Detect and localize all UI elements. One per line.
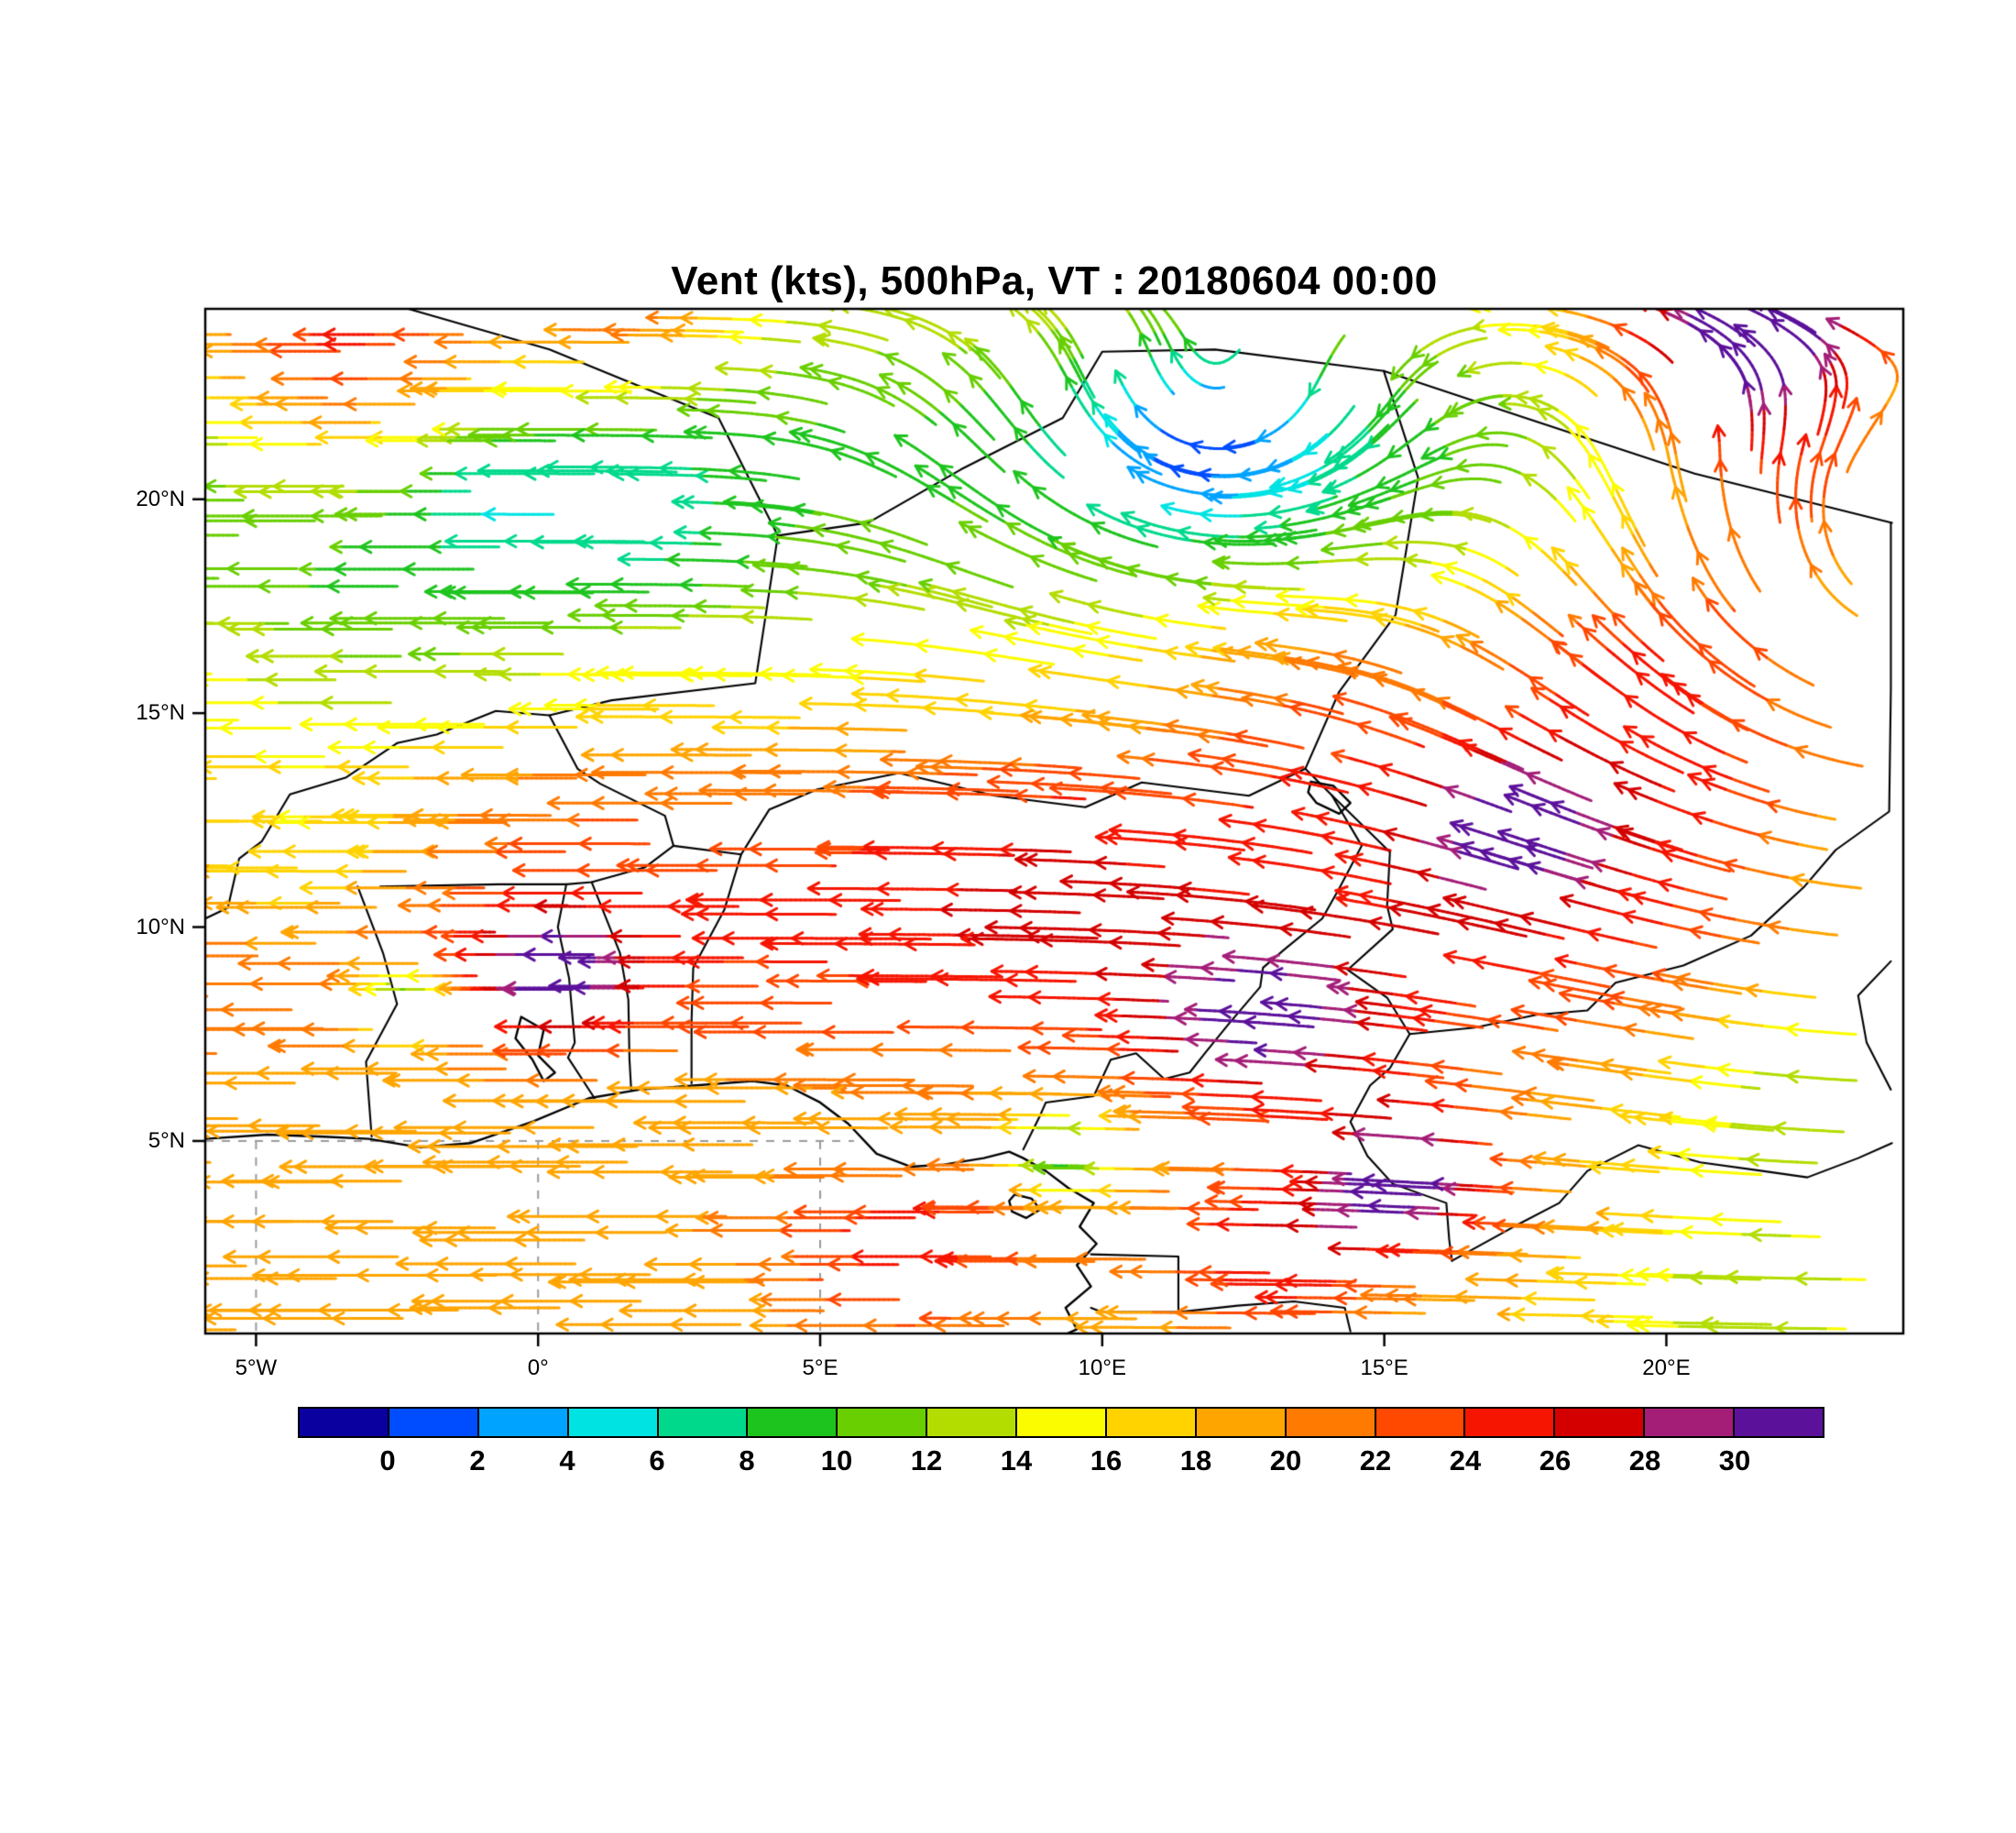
y-axis-tick-label: 10°N	[136, 914, 185, 939]
colorbar-box	[389, 1409, 479, 1436]
colorbar-tick-label: 8	[739, 1444, 755, 1476]
colorbar-box	[568, 1409, 659, 1436]
colorbar-box	[1465, 1409, 1556, 1436]
x-axis-tick-label: 10°E	[1078, 1356, 1126, 1380]
colorbar-tick-label: 30	[1718, 1444, 1751, 1476]
colorbar-box	[1017, 1409, 1107, 1436]
x-axis-tick-label: 5°W	[235, 1356, 278, 1380]
colorbar-box	[300, 1409, 389, 1436]
colorbar-box	[1735, 1409, 1823, 1436]
y-axis-tick-label: 20°N	[136, 486, 185, 511]
colorbar-tick-label: 24	[1449, 1444, 1482, 1476]
colorbar-tick-labels: 0 2 4 6 8 10 12 14 16 18 20 22 24 26 28 30	[298, 1444, 1824, 1481]
colorbar-box	[838, 1409, 928, 1436]
colorbar-box	[658, 1409, 749, 1436]
colorbar-box	[1375, 1409, 1466, 1436]
colorbar-box	[1106, 1409, 1197, 1436]
colorbar-box	[1645, 1409, 1735, 1436]
colorbar-tick-label: 26	[1539, 1444, 1572, 1476]
y-axis-tick-label: 15°N	[136, 700, 185, 726]
colorbar-box	[1196, 1409, 1287, 1436]
colorbar-tick-label: 28	[1628, 1444, 1661, 1476]
colorbar-tick-label: 6	[649, 1444, 665, 1476]
colorbar-tick-label: 12	[910, 1444, 943, 1476]
x-axis-tick-label: 20°E	[1642, 1356, 1691, 1380]
colorbar-tick-label: 14	[1000, 1444, 1033, 1476]
colorbar-tick-label: 22	[1359, 1444, 1392, 1476]
colorbar-tick-label: 10	[820, 1444, 853, 1476]
colorbar	[298, 1407, 1824, 1438]
colorbar-box	[478, 1409, 569, 1436]
colorbar-tick-label: 2	[469, 1444, 486, 1476]
colorbar-box	[927, 1409, 1017, 1436]
colorbar-tick-label: 4	[559, 1444, 575, 1476]
colorbar-tick-label: 20	[1269, 1444, 1302, 1476]
colorbar-box	[748, 1409, 838, 1436]
y-axis-tick-label: 5°N	[148, 1127, 185, 1153]
colorbar-box	[1555, 1409, 1646, 1436]
colorbar-box	[1286, 1409, 1376, 1436]
x-axis-tick-label: 5°E	[802, 1356, 838, 1380]
colorbar-tick-label: 18	[1179, 1444, 1212, 1476]
colorbar-tick-label: 16	[1090, 1444, 1123, 1476]
colorbar-tick-label: 0	[379, 1444, 396, 1476]
x-axis-tick-label: 15°E	[1360, 1356, 1408, 1380]
x-axis-tick-label: 0°	[527, 1356, 549, 1380]
